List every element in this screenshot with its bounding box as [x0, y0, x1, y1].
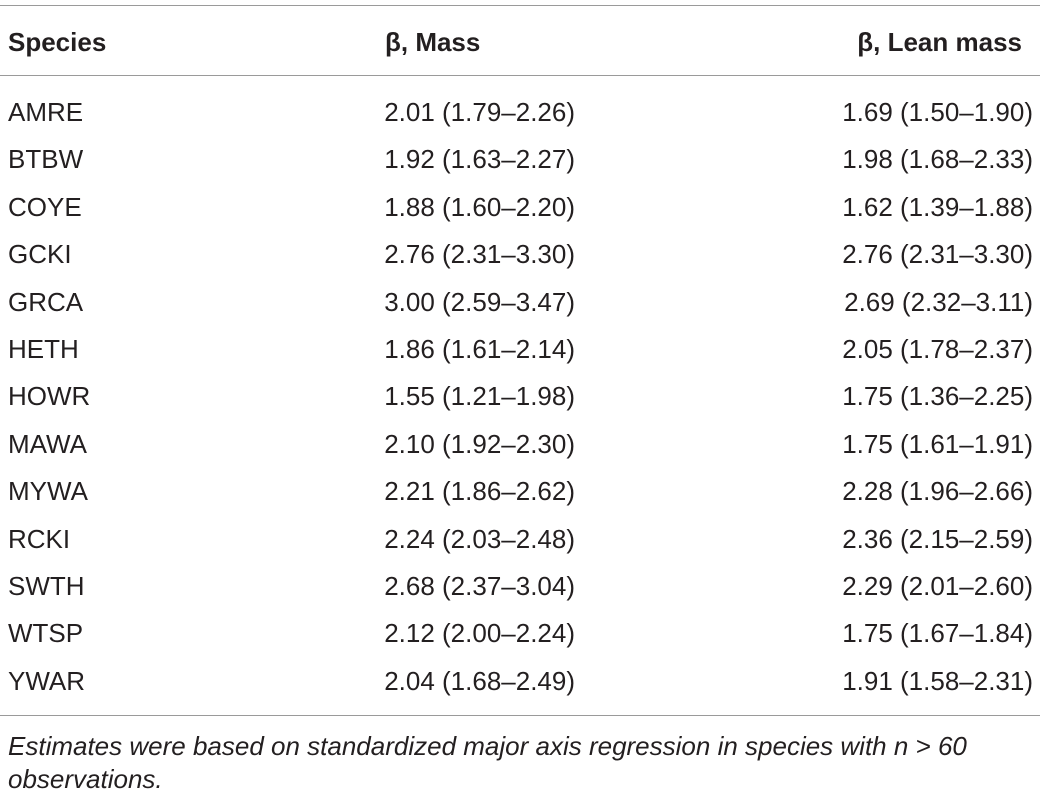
- value-cell: 1.91 (1.58–2.31): [842, 665, 1033, 696]
- species-cell: MAWA: [8, 428, 87, 459]
- value-cell: 2.69 (2.32–3.11): [844, 286, 1033, 317]
- footnote: Estimates were based on standardized maj…: [8, 731, 967, 794]
- value-cell: 1.75 (1.67–1.84): [842, 618, 1033, 649]
- value-cell: 1.69 (1.50–1.90): [842, 97, 1033, 127]
- value-cell: 2.68 (2.37–3.04): [384, 571, 575, 601]
- species-cell: BTBW: [8, 144, 84, 175]
- species-cell: RCKI: [8, 523, 71, 554]
- value-cell: 2.29 (2.01–2.60): [842, 571, 1033, 601]
- value-cell: 1.88 (1.60–2.20): [384, 191, 575, 222]
- species-cell: GRCA: [8, 286, 84, 317]
- species-cell: MYWA: [8, 476, 88, 507]
- species-cell: WTSP: [8, 618, 84, 649]
- species-cell: COYE: [8, 191, 82, 222]
- value-cell: 2.12 (2.00–2.24): [384, 618, 575, 649]
- header-rule: [0, 75, 1040, 76]
- species-cell: HETH: [8, 334, 79, 364]
- value-cell: 1.55 (1.21–1.98): [384, 381, 575, 412]
- value-cell: 1.86 (1.61–2.14): [384, 334, 575, 364]
- species-cell: GCKI: [8, 239, 72, 270]
- species-cell: HOWR: [8, 381, 91, 412]
- species-cell: YWAR: [8, 665, 86, 696]
- value-cell: 1.98 (1.68–2.33): [842, 144, 1033, 175]
- bottom-rule: [0, 715, 1040, 716]
- top-rule: [0, 5, 1040, 6]
- value-cell: 1.62 (1.39–1.88): [842, 191, 1033, 222]
- value-cell: 3.00 (2.59–3.47): [384, 286, 575, 317]
- value-cell: 2.28 (1.96–2.66): [842, 476, 1033, 507]
- value-cell: 2.01 (1.79–2.26): [384, 97, 575, 127]
- value-cell: 2.05 (1.78–2.37): [842, 334, 1033, 364]
- header-cell: β, Mass: [385, 27, 481, 57]
- value-cell: 2.76 (2.31–3.30): [842, 239, 1033, 270]
- value-cell: 1.75 (1.36–2.25): [842, 381, 1033, 412]
- header-cell: Species: [8, 27, 107, 57]
- species-cell: AMRE: [8, 97, 84, 127]
- value-cell: 2.10 (1.92–2.30): [384, 428, 575, 459]
- value-cell: 2.36 (2.15–2.59): [842, 523, 1033, 554]
- value-cell: 2.04 (1.68–2.49): [384, 665, 575, 696]
- value-cell: 2.24 (2.03–2.48): [384, 523, 575, 554]
- value-cell: 1.75 (1.61–1.91): [842, 428, 1033, 459]
- value-cell: 2.21 (1.86–2.62): [384, 476, 575, 507]
- species-cell: SWTH: [8, 571, 85, 601]
- value-cell: 1.92 (1.63–2.27): [384, 144, 575, 175]
- header-cell: β, Lean mass: [857, 27, 1022, 57]
- value-cell: 2.76 (2.31–3.30): [384, 239, 575, 270]
